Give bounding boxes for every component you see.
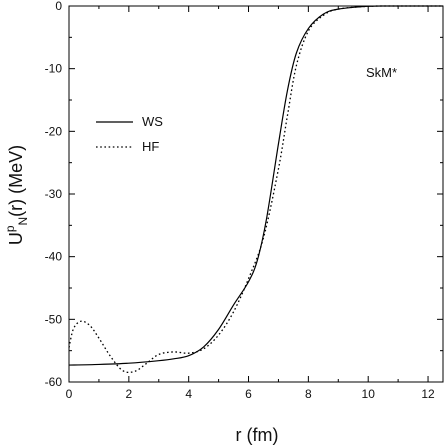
y-axis-title-main: U — [6, 232, 26, 245]
y-axis-title: UpN(r) (MeV) — [3, 145, 30, 245]
x-tick-label: 12 — [421, 387, 435, 401]
y-tick-label: -20 — [45, 124, 63, 138]
y-tick-label: -60 — [45, 375, 63, 389]
y-axis-title-tail: (r) (MeV) — [6, 145, 26, 217]
chart-annotation: SkM* — [366, 65, 397, 80]
x-axis-title: r (fm) — [236, 425, 279, 445]
x-tick-label: 0 — [66, 387, 73, 401]
y-tick-label: -50 — [45, 312, 63, 326]
legend-label-hf: HF — [142, 139, 159, 154]
x-tick-label: 8 — [305, 387, 312, 401]
y-tick-label: -10 — [45, 62, 63, 76]
series-line-hf — [68, 5, 444, 374]
x-tick-label: 6 — [245, 387, 252, 401]
y-tick-label: 0 — [55, 0, 62, 13]
x-tick-label: 4 — [185, 387, 192, 401]
series-line-ws — [68, 5, 444, 366]
y-tick-label: -30 — [45, 187, 63, 201]
legend-label-ws: WS — [142, 114, 163, 129]
plot-frame — [68, 5, 444, 383]
x-tick-label: 10 — [362, 387, 376, 401]
y-axis-title-sub: N — [16, 217, 30, 226]
y-axis-title-sup: p — [3, 225, 17, 232]
y-tick-label: -40 — [45, 250, 63, 264]
plot-area: 0 2 4 6 8 10 12 0 -10 -20 -30 -40 -50 -60 WS HF — [45, 0, 444, 401]
x-tick-label: 2 — [125, 387, 132, 401]
